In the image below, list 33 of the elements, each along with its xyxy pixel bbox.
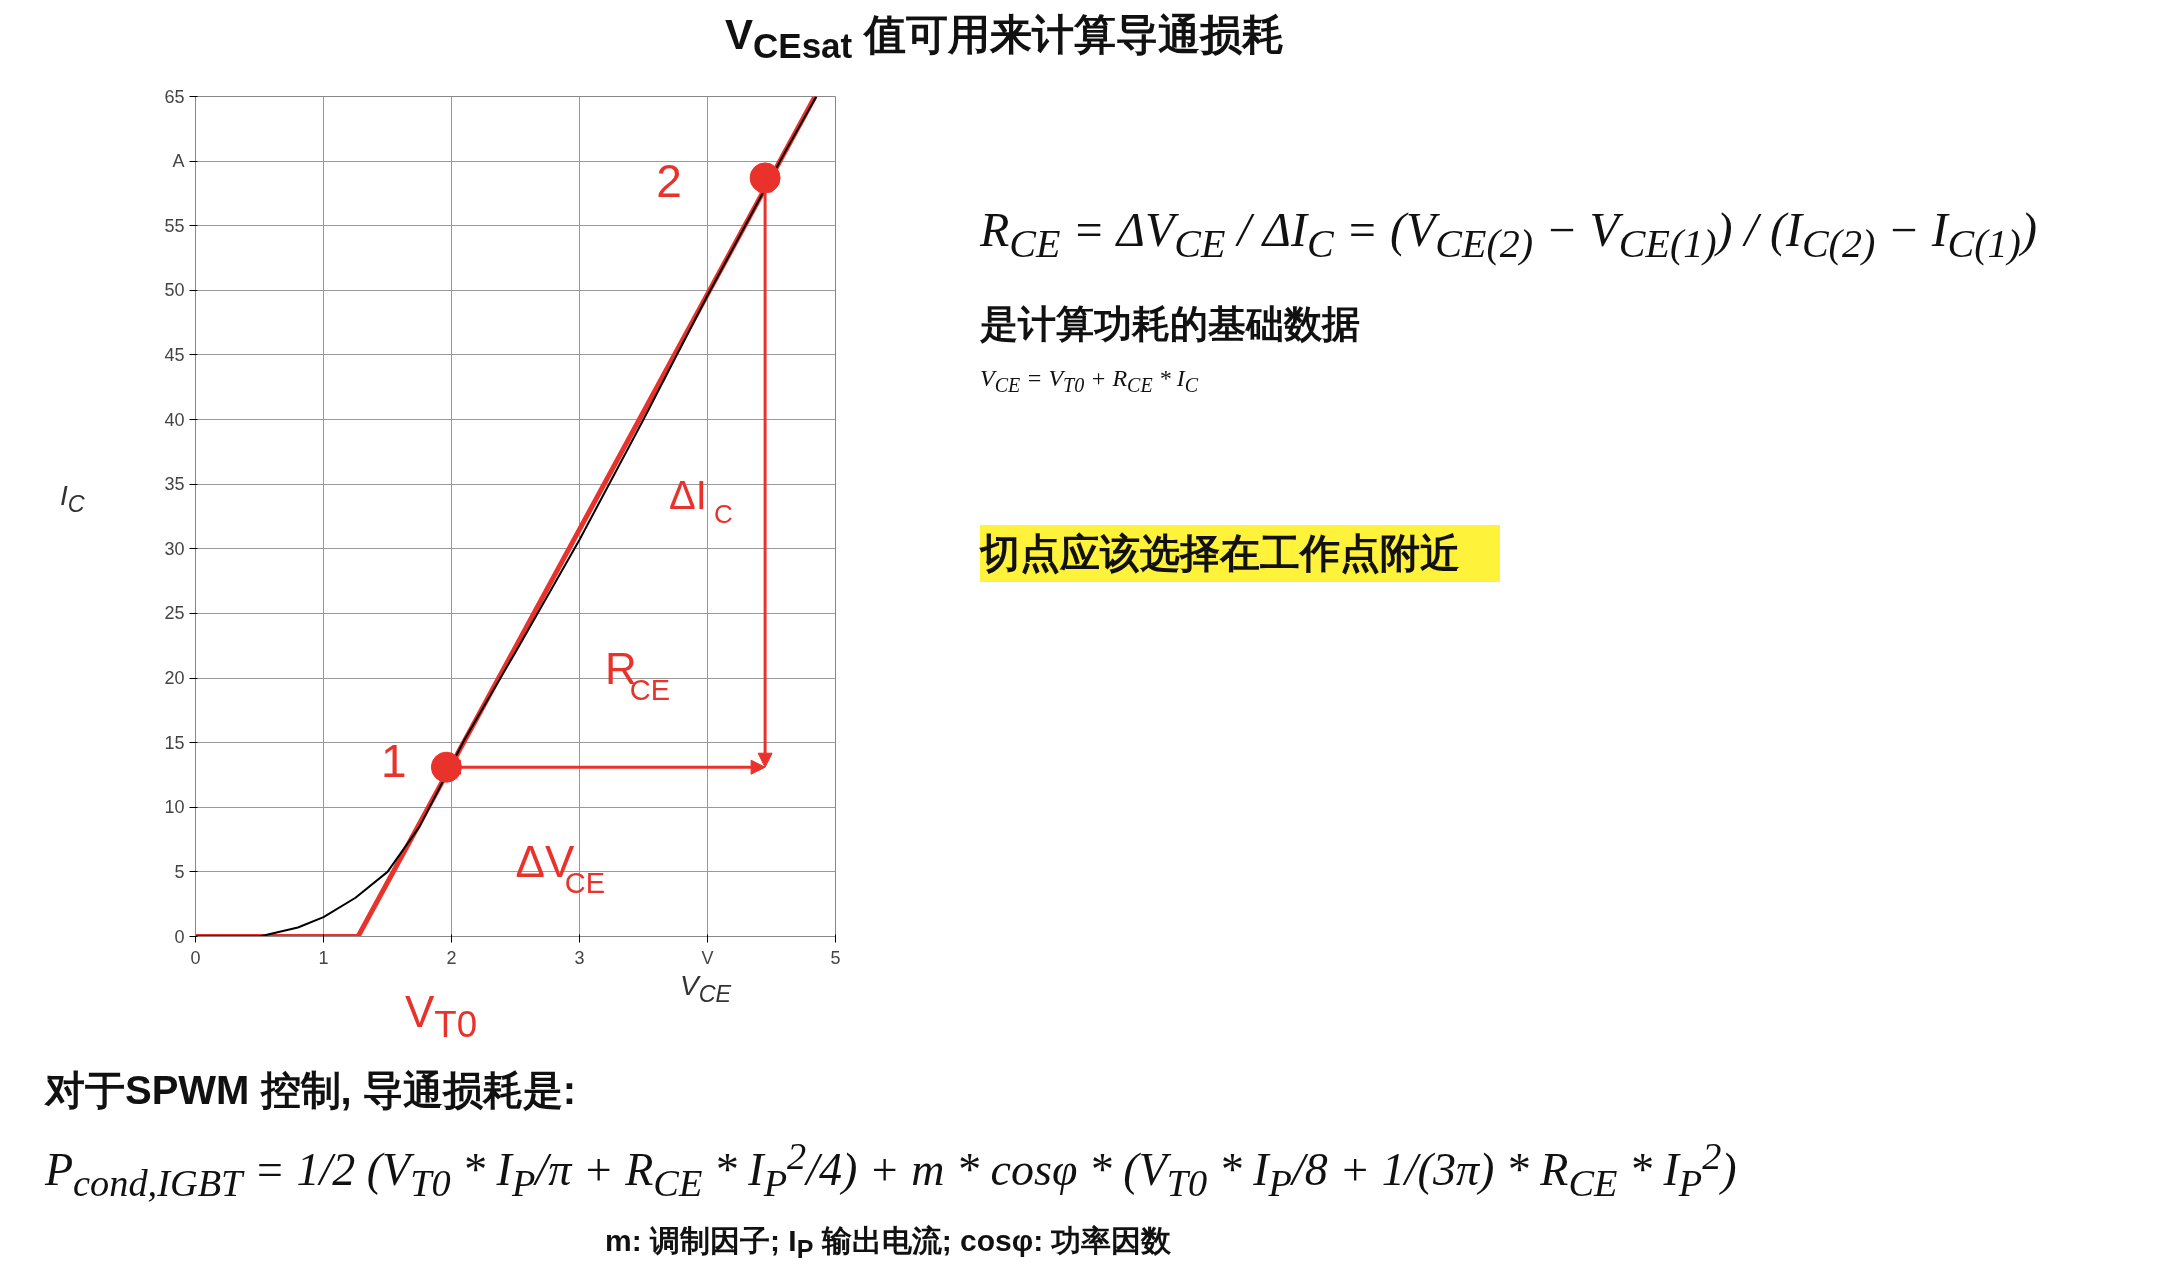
text: 切点应该选择在工作点附近 xyxy=(980,529,1460,577)
y-tick-label: 35 xyxy=(164,474,185,495)
y-tick-label: 25 xyxy=(164,603,185,624)
y-tick-label: 0 xyxy=(174,926,185,947)
y-tick-label: 50 xyxy=(164,280,185,301)
text: 对于SPWM 控制, 导通损耗是: xyxy=(45,1066,577,1114)
text: V$_{CE}$ = V$_{T0}$ + R$_{CE}$ * I$_{C}$ xyxy=(980,364,1198,399)
y-axis-title: I$_{C}$ xyxy=(60,479,85,519)
text: m: 调制因子; I$_{P}$ 输出电流; cosφ: 功率因数 xyxy=(605,1222,1172,1265)
y-tick-label: 55 xyxy=(164,216,185,237)
y-tick-label: 15 xyxy=(164,733,185,754)
text: R$_{CE}$ = ΔV$_{CE}$ / ΔI$_{C}$ = (V$_{CE(2)}$ − V$_{CE(1)}$) / (I$_{C(2)}$ − I$_{C(1)}$) xyxy=(980,203,2037,266)
text: V$_{T0}$ xyxy=(405,986,478,1048)
x-tick-label: V xyxy=(701,947,714,968)
text: V$_{CEsat}$ 值可用来计算导通损耗 xyxy=(725,10,1284,68)
x-tick-label: 3 xyxy=(574,947,585,968)
x-axis-title: V$_{CE}$ xyxy=(680,969,732,1009)
x-tick-label: 5 xyxy=(830,947,841,968)
annotation: 2 xyxy=(656,155,682,208)
x-tick-label: 0 xyxy=(190,947,201,968)
y-tick-label: 10 xyxy=(164,797,185,818)
y-tick-label: 65 xyxy=(164,86,185,107)
annotation: 1 xyxy=(381,735,407,788)
y-tick-label: A xyxy=(172,151,185,172)
text: P$_{cond,IGBT}$ = 1/2 (V$_{T0}$ * I$_{P}$/π + R$_{CE}$ * I$_{P}$$^{2}$/4) + m * cosφ * (V$_{T0}$ * I$_{P}$/8 + 1/(3π) * R$_{CE}$ * I$_{P}$$^{2}$) xyxy=(45,1134,1737,1204)
y-tick-label: 5 xyxy=(174,862,185,883)
y-tick-label: 40 xyxy=(164,409,185,430)
y-tick-label: 20 xyxy=(164,668,185,689)
x-tick-label: 1 xyxy=(318,947,329,968)
y-tick-label: 45 xyxy=(164,345,185,366)
text: 是计算功耗的基础数据 xyxy=(980,302,1360,348)
x-tick-label: 2 xyxy=(446,947,457,968)
y-tick-label: 30 xyxy=(164,539,185,560)
